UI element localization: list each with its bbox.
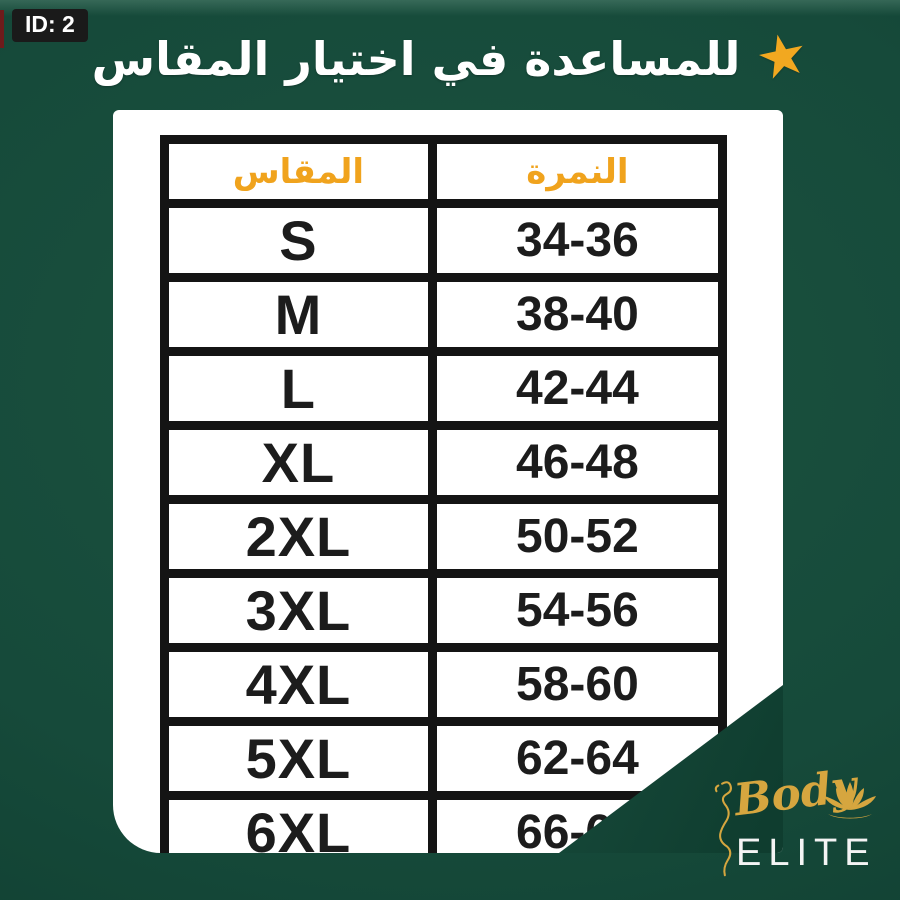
header-number: النمرة — [427, 135, 728, 208]
size-cell: S — [160, 199, 437, 282]
table-row: 4XL 58-60 — [160, 643, 728, 726]
number-cell: 34-36 — [427, 199, 728, 282]
table-row: 3XL 54-56 — [160, 569, 728, 652]
size-cell: 5XL — [160, 717, 437, 800]
number-cell: 46-48 — [427, 421, 728, 504]
size-cell: 4XL — [160, 643, 437, 726]
table-row: L 42-44 — [160, 347, 728, 430]
star-icon: ★ — [749, 17, 815, 95]
id-badge: ID: 2 — [12, 9, 88, 42]
table-row: S 34-36 — [160, 199, 728, 282]
size-cell: 2XL — [160, 495, 437, 578]
page-title: للمساعدة في اختيار المقاس ★ — [0, 17, 900, 95]
table-row: 5XL 62-64 — [160, 717, 728, 800]
number-cell: 42-44 — [427, 347, 728, 430]
size-cell: XL — [160, 421, 437, 504]
brand-logo: Body ELITE — [700, 761, 898, 893]
logo-wordmark: ELITE — [736, 832, 877, 874]
size-cell: L — [160, 347, 437, 430]
size-cell: 3XL — [160, 569, 437, 652]
title-text: للمساعدة في اختيار المقاس — [91, 32, 741, 86]
body-silhouette-icon — [714, 781, 732, 877]
lotus-icon — [824, 782, 876, 819]
id-badge-label: ID: 2 — [25, 11, 75, 37]
size-chart-panel: المقاس النمرة S 34-36 M 38-40 L 42-44 XL 46-48 2… — [113, 110, 783, 853]
table-row: XL 46-48 — [160, 421, 728, 504]
table-row: M 38-40 — [160, 273, 728, 356]
top-light-overlay — [0, 0, 900, 16]
size-cell: M — [160, 273, 437, 356]
left-edge-mark — [0, 10, 4, 48]
header-row: المقاس النمرة — [160, 135, 728, 208]
number-cell: 58-60 — [427, 643, 728, 726]
size-chart-table: المقاس النمرة S 34-36 M 38-40 L 42-44 XL 46-48 2… — [160, 135, 728, 853]
number-cell: 38-40 — [427, 273, 728, 356]
table-row: 2XL 50-52 — [160, 495, 728, 578]
header-size: المقاس — [160, 135, 437, 208]
number-cell: 62-64 — [427, 717, 728, 800]
number-cell: 54-56 — [427, 569, 728, 652]
size-cell: 6XL — [160, 791, 437, 853]
table-body: S 34-36 M 38-40 L 42-44 XL 46-48 2XL 50-52 3XL 54-5… — [160, 199, 728, 853]
number-cell: 50-52 — [427, 495, 728, 578]
